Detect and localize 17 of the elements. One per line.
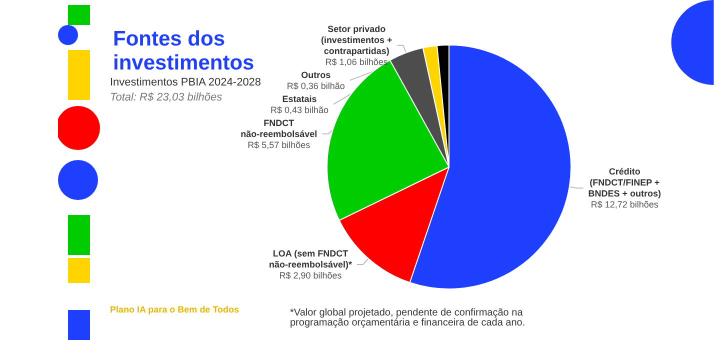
text: Investimentos PBIA 2024-2028 xyxy=(110,76,262,88)
text: *Valor global projetado, pendente de confirmação na programação orçamentária e financeira de cada ano. xyxy=(290,308,526,328)
slice-label: LOA (sem FNDCT não-reembolsável)* xyxy=(268,248,353,270)
data-label: R$ 5,57 bilhões xyxy=(248,140,311,150)
text: Fontes dos investimentos xyxy=(113,28,254,74)
data-label: R$ 0,43 bilhão xyxy=(270,104,329,115)
slice-label: Setor privado (investimentos + contrapartidas) xyxy=(320,24,392,56)
slice-label: Crédito (FNDCT/FINEP + BNDES + outros) xyxy=(588,166,662,199)
slice-label: FNDCT não-reembolsável xyxy=(240,118,318,139)
data-label: R$ 0,36 bilhão xyxy=(286,80,345,91)
slice-label: Estatais xyxy=(282,94,317,104)
text: Plano IA para o Bem de Todos xyxy=(110,304,240,314)
data-label: R$ 1,06 bilhões xyxy=(325,56,388,67)
slice-label: Outros xyxy=(301,70,331,80)
data-label: R$ 12,72 bilhões xyxy=(590,200,659,210)
data-label: R$ 2,90 bilhões xyxy=(279,270,342,281)
text: Total: R$ 23,03 bilhões xyxy=(110,92,223,104)
